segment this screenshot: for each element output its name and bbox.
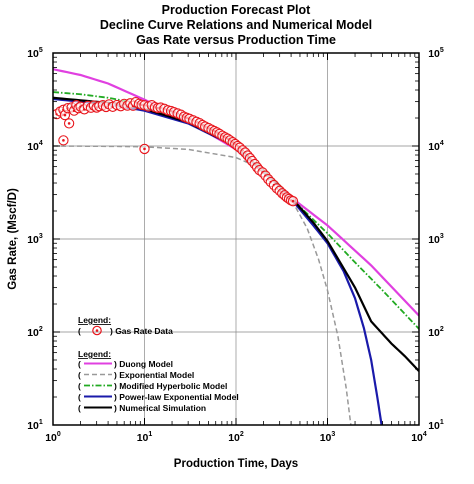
model-legend: Legend: ( ) Duong Model ( ) Exponential … — [78, 349, 239, 413]
x-tick-label-exponent: 1 — [148, 431, 152, 438]
x-tick-label-base: 10 — [411, 432, 423, 444]
y-tick-label-right: 103 — [428, 233, 444, 246]
y-tick-label-right-base: 10 — [428, 48, 440, 60]
series-exponential-model — [53, 145, 352, 425]
y-tick-label-right-base: 10 — [428, 141, 440, 153]
y-tick-label-left-base: 10 — [27, 420, 39, 432]
y-tick-label-right-exponent: 2 — [440, 326, 444, 333]
x-tick-label-exponent: 0 — [57, 431, 61, 438]
chart-title-line-2: Decline Curve Relations and Numerical Mo… — [100, 18, 372, 32]
y-axis-title: Gas Rate, (Mscf/D) — [7, 188, 19, 290]
y-tick-label-right: 101 — [428, 419, 444, 432]
x-tick-label-base: 10 — [320, 432, 332, 444]
y-tick-label-left-exponent: 4 — [39, 140, 43, 147]
y-tick-label-left-exponent: 2 — [39, 326, 43, 333]
y-tick-label-left: 104 — [27, 140, 43, 153]
data-point-dot — [67, 122, 71, 125]
y-tick-label-right-exponent: 5 — [440, 47, 444, 54]
x-tick-label-exponent: 4 — [423, 431, 427, 438]
legend-label-duong: ) Duong Model — [114, 359, 173, 369]
legend-open-paren-numerical: ( — [78, 403, 81, 413]
data-legend-marker — [92, 325, 102, 336]
gas-rate-data-point — [63, 118, 75, 129]
x-tick-label: 103 — [320, 431, 336, 444]
y-tick-label-left-exponent: 1 — [39, 419, 43, 426]
y-tick-label-left-exponent: 5 — [39, 47, 43, 54]
legend-label-exponential: ) Exponential Model — [114, 370, 194, 380]
legend-open-paren-power-law: ( — [78, 392, 81, 402]
x-tick-label-base: 10 — [137, 432, 149, 444]
gas-rate-data-point — [139, 143, 150, 155]
data-legend-label: ) Gas Rate Data — [110, 326, 173, 336]
legend-open-paren-exponential: ( — [78, 370, 81, 380]
data-point-dot — [291, 199, 295, 203]
legend-label-modified-hyperbolic: ) Modified Hyperbolic Model — [114, 381, 227, 391]
x-axis-title: Production Time, Days — [174, 458, 298, 470]
legend-label-power-law: ) Power-law Exponential Model — [114, 392, 239, 402]
data-legend-open-paren: ( — [78, 326, 81, 336]
chart-title-line-1: Production Forecast Plot — [162, 3, 311, 17]
y-tick-label-right: 102 — [428, 326, 444, 339]
y-tick-label-left-base: 10 — [27, 327, 39, 339]
y-tick-label-left: 105 — [27, 47, 43, 60]
y-tick-label-left: 102 — [27, 326, 43, 339]
x-tick-label-exponent: 3 — [331, 431, 335, 438]
data-point-dot — [63, 113, 67, 117]
chart-title-line-3: Gas Rate versus Production Time — [136, 33, 336, 47]
y-tick-label-right-base: 10 — [428, 234, 440, 246]
legend-open-paren-modified-hyperbolic: ( — [78, 381, 81, 391]
legend-open-paren-duong: ( — [78, 359, 81, 369]
gas-rate-data-point — [58, 135, 69, 146]
y-tick-label-left-exponent: 3 — [39, 233, 43, 240]
x-tick-label: 104 — [411, 431, 427, 444]
legend-label-numerical: ) Numerical Simulation — [114, 403, 206, 413]
x-tick-label: 102 — [228, 431, 244, 444]
model-legend-title: Legend: — [78, 349, 111, 359]
x-tick-label-exponent: 2 — [240, 431, 244, 438]
y-tick-label-right-base: 10 — [428, 327, 440, 339]
y-tick-label-right-exponent: 4 — [440, 140, 444, 147]
x-tick-label: 100 — [45, 431, 61, 444]
gas-rate-data-points — [53, 97, 299, 207]
y-tick-label-left: 101 — [27, 419, 43, 432]
y-tick-label-left-base: 10 — [27, 141, 39, 153]
x-tick-label: 101 — [137, 431, 153, 444]
y-tick-label-right: 105 — [428, 47, 444, 60]
y-tick-label-right-base: 10 — [428, 420, 440, 432]
x-tick-label-base: 10 — [228, 432, 240, 444]
data-point-dot — [62, 139, 65, 142]
data-point-dot — [143, 147, 146, 151]
y-tick-label-right-exponent: 3 — [440, 233, 444, 240]
y-tick-label-left-base: 10 — [27, 234, 39, 246]
data-legend-title: Legend: — [78, 315, 111, 325]
data-legend: Legend: ( ) Gas Rate Data — [78, 315, 173, 336]
gas-rate-data-point — [287, 196, 299, 207]
y-tick-label-right: 104 — [428, 140, 444, 153]
y-tick-label-right-exponent: 1 — [440, 419, 444, 426]
y-tick-label-left-base: 10 — [27, 48, 39, 60]
data-legend-marker-dot — [95, 329, 99, 332]
y-tick-label-left: 103 — [27, 233, 43, 246]
x-tick-label-base: 10 — [45, 432, 57, 444]
